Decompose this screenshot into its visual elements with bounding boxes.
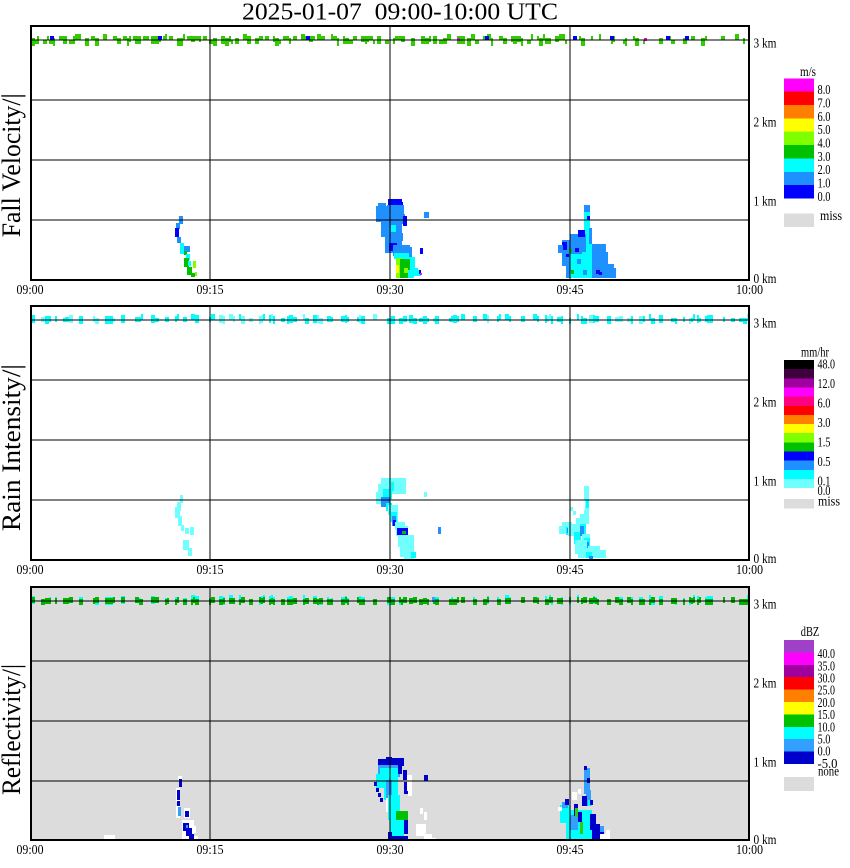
svg-text:3.0: 3.0 — [818, 416, 831, 431]
svg-text:09:30: 09:30 — [377, 843, 404, 858]
svg-text:09:00: 09:00 — [17, 843, 44, 858]
svg-text:miss: miss — [818, 494, 840, 509]
svg-text:10:00: 10:00 — [736, 283, 763, 298]
svg-text:09:00: 09:00 — [17, 563, 44, 578]
svg-text:40.0: 40.0 — [818, 647, 836, 662]
svg-text:0.1: 0.1 — [818, 475, 831, 490]
svg-text:miss: miss — [820, 209, 842, 224]
svg-text:48.0: 48.0 — [818, 358, 836, 373]
svg-text:0.0: 0.0 — [818, 190, 831, 205]
svg-text:0 km: 0 km — [754, 272, 777, 287]
svg-text:2 km: 2 km — [754, 677, 777, 692]
svg-text:4.0: 4.0 — [818, 137, 831, 152]
svg-text:5.0: 5.0 — [818, 123, 831, 138]
svg-text:3.0: 3.0 — [818, 150, 831, 165]
svg-text:12.0: 12.0 — [818, 377, 836, 392]
svg-text:mm/hr: mm/hr — [801, 346, 829, 361]
svg-text:5.0: 5.0 — [818, 733, 831, 748]
svg-text:09:15: 09:15 — [197, 563, 224, 578]
svg-text:09:00: 09:00 — [17, 283, 44, 298]
svg-text:7.0: 7.0 — [818, 96, 831, 111]
svg-text:6.0: 6.0 — [818, 110, 831, 125]
svg-text:1 km: 1 km — [754, 756, 777, 771]
svg-text:2.0: 2.0 — [818, 163, 831, 178]
svg-text:1 km: 1 km — [754, 475, 777, 490]
svg-text:Rain Intensity/|: Rain Intensity/| — [0, 364, 26, 531]
svg-text:15.0: 15.0 — [818, 708, 836, 723]
svg-text:Fall Velocity/|: Fall Velocity/| — [0, 93, 26, 237]
svg-text:25.0: 25.0 — [818, 684, 836, 699]
svg-text:2 km: 2 km — [754, 116, 777, 131]
svg-text:09:45: 09:45 — [557, 843, 584, 858]
svg-text:1 km: 1 km — [754, 195, 777, 210]
svg-text:10:00: 10:00 — [736, 563, 763, 578]
svg-text:2 km: 2 km — [754, 396, 777, 411]
svg-text:2025-01-07 09:00-10:00 UTC: 2025-01-07 09:00-10:00 UTC — [242, 0, 558, 26]
svg-text:20.0: 20.0 — [818, 696, 836, 711]
svg-text:3 km: 3 km — [754, 37, 777, 52]
svg-text:09:30: 09:30 — [377, 283, 404, 298]
svg-text:0.0: 0.0 — [818, 745, 831, 760]
svg-text:3 km: 3 km — [754, 598, 777, 613]
svg-text:6.0: 6.0 — [818, 397, 831, 412]
svg-text:8.0: 8.0 — [818, 83, 831, 98]
svg-text:09:15: 09:15 — [197, 843, 224, 858]
svg-text:0.5: 0.5 — [818, 455, 831, 470]
svg-text:09:45: 09:45 — [557, 563, 584, 578]
svg-text:0.0: 0.0 — [818, 484, 831, 499]
svg-text:0 km: 0 km — [754, 833, 777, 848]
svg-text:09:45: 09:45 — [557, 283, 584, 298]
svg-text:10:00: 10:00 — [736, 843, 763, 858]
svg-text:09:15: 09:15 — [197, 283, 224, 298]
svg-text:10.0: 10.0 — [818, 720, 836, 735]
svg-text:none: none — [818, 765, 839, 780]
svg-text:0 km: 0 km — [754, 552, 777, 567]
svg-text:3 km: 3 km — [754, 317, 777, 332]
svg-text:1.0: 1.0 — [818, 177, 831, 192]
svg-text:35.0: 35.0 — [818, 659, 836, 674]
svg-text:09:30: 09:30 — [377, 563, 404, 578]
svg-text:m/s: m/s — [800, 65, 816, 80]
svg-text:-5.0: -5.0 — [818, 757, 838, 772]
svg-text:30.0: 30.0 — [818, 672, 836, 687]
svg-text:Reflectivity/|: Reflectivity/| — [0, 664, 26, 795]
svg-text:dBZ: dBZ — [801, 625, 820, 640]
svg-text:1.5: 1.5 — [818, 436, 831, 451]
